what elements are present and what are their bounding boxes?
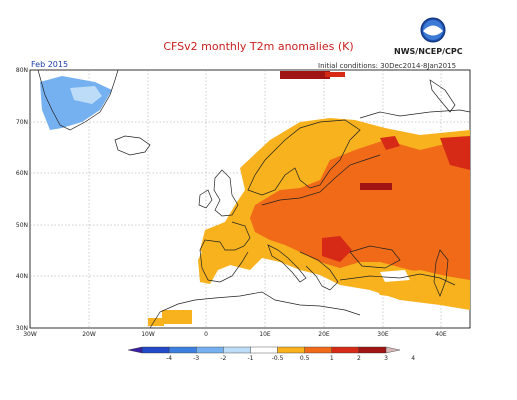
colorbar-label: 2 bbox=[357, 355, 361, 362]
lon-tick: 30W bbox=[23, 331, 37, 338]
colorbar-swatch bbox=[331, 346, 360, 354]
colorbar-swatch bbox=[304, 346, 332, 354]
initial-conditions: Initial conditions: 30Dec2014-8Jan2015 bbox=[318, 62, 457, 70]
lon-tick: 10E bbox=[259, 331, 271, 338]
lat-tick: 70N bbox=[16, 119, 28, 126]
colorbar-label: -4 bbox=[166, 355, 172, 362]
lon-tick: 20E bbox=[318, 331, 330, 338]
colorbar: -4 -3 -2 -1 -0.5 0.5 1 2 3 4 bbox=[127, 346, 415, 362]
colorbar-swatch bbox=[223, 346, 251, 354]
lat-tick: 60N bbox=[16, 170, 28, 177]
map-title: CFSv2 monthly T2m anomalies (K) bbox=[163, 40, 354, 53]
lon-tick-labels: 30W 20W 10W 0 10E 20E 30E 40E bbox=[23, 331, 447, 338]
lon-tick: 10W bbox=[141, 331, 155, 338]
lon-tick: 30E bbox=[377, 331, 389, 338]
colorbar-swatch bbox=[358, 346, 387, 354]
colorbar-label: 1 bbox=[330, 355, 334, 362]
colorbar-label: 4 bbox=[411, 355, 415, 362]
colorbar-high-arrow bbox=[385, 346, 401, 354]
colorbar-swatch bbox=[196, 346, 224, 354]
colorbar-label: -0.5 bbox=[272, 355, 284, 362]
lat-tick: 50N bbox=[16, 222, 28, 229]
coastlines bbox=[37, 69, 471, 329]
colorbar-label: -2 bbox=[220, 355, 226, 362]
lat-tick: 80N bbox=[16, 67, 28, 74]
colorbar-low-arrow bbox=[127, 346, 143, 354]
colorbar-label: 3 bbox=[384, 355, 388, 362]
lon-tick: 0 bbox=[204, 331, 208, 338]
colorbar-label: -1 bbox=[247, 355, 253, 362]
colorbar-swatch bbox=[277, 346, 305, 354]
lon-tick: 40E bbox=[435, 331, 447, 338]
forecast-month: Feb 2015 bbox=[31, 60, 69, 69]
agency-label: NWS/NCEP/CPC bbox=[394, 47, 463, 56]
lat-tick-labels: 30N 40N 50N 60N 70N 80N bbox=[16, 67, 28, 332]
lat-tick: 30N bbox=[16, 325, 28, 332]
colorbar-swatch bbox=[168, 346, 197, 354]
colorbar-swatch bbox=[141, 346, 170, 354]
colorbar-label: -3 bbox=[193, 355, 199, 362]
noaa-logo-icon bbox=[420, 17, 446, 43]
colorbar-swatch bbox=[250, 346, 278, 354]
lat-tick: 40N bbox=[16, 273, 28, 280]
colorbar-label: 0.5 bbox=[300, 355, 310, 362]
lon-tick: 20W bbox=[82, 331, 96, 338]
anomaly-fields bbox=[40, 71, 470, 326]
